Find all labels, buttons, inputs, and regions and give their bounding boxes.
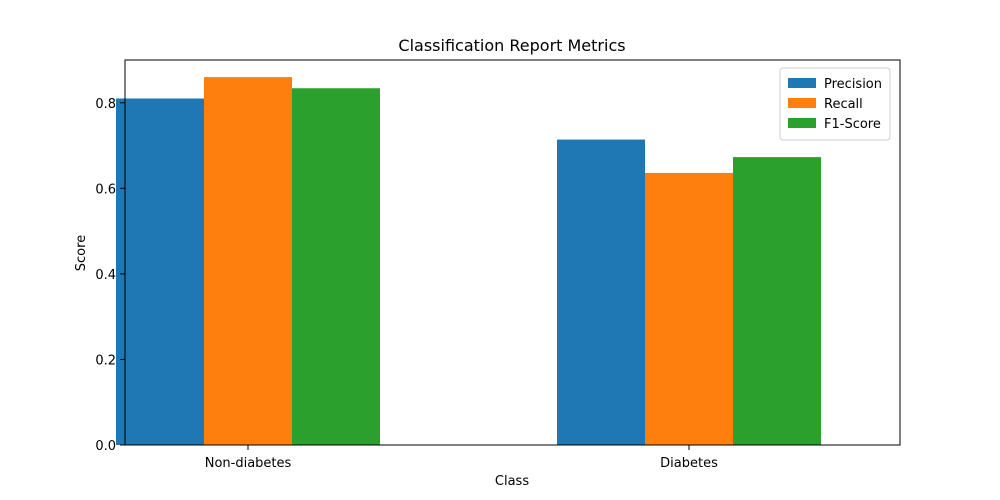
legend-label: Recall — [824, 97, 863, 112]
bar-precision-diabetes — [557, 139, 645, 446]
y-tick-label: 0.2 — [95, 353, 116, 368]
y-tick-label: 0.4 — [95, 268, 116, 283]
y-axis-label: Score — [74, 235, 89, 271]
legend: Precision Recall F1-Score — [779, 67, 891, 141]
x-axis-label: Class — [495, 474, 529, 489]
x-tick-label: Diabetes — [660, 456, 718, 471]
plot-frame — [124, 59, 901, 446]
bar-precision-non-diabetes — [116, 98, 204, 445]
x-axis-ticks: Non-diabetes Diabetes — [205, 445, 718, 471]
legend-swatch — [788, 78, 816, 88]
legend-swatch — [788, 118, 816, 128]
legend-label: F1-Score — [824, 117, 881, 132]
bar-f1-score-non-diabetes — [292, 88, 380, 445]
y-tick-label: 0.6 — [95, 182, 116, 197]
chart-title: Classification Report Metrics — [398, 36, 625, 55]
bars-group — [116, 77, 821, 446]
y-tick-label: 0.0 — [95, 439, 116, 454]
bar-f1-score-diabetes — [733, 157, 821, 445]
bar-recall-diabetes — [645, 172, 733, 445]
y-tick-label: 0.8 — [95, 97, 116, 112]
legend-label: Precision — [824, 77, 882, 92]
y-axis-ticks: 0.0 0.2 0.4 0.6 0.8 — [95, 97, 125, 454]
bar-recall-non-diabetes — [204, 77, 292, 445]
legend-swatch — [788, 98, 816, 108]
x-tick-label: Non-diabetes — [205, 456, 292, 471]
